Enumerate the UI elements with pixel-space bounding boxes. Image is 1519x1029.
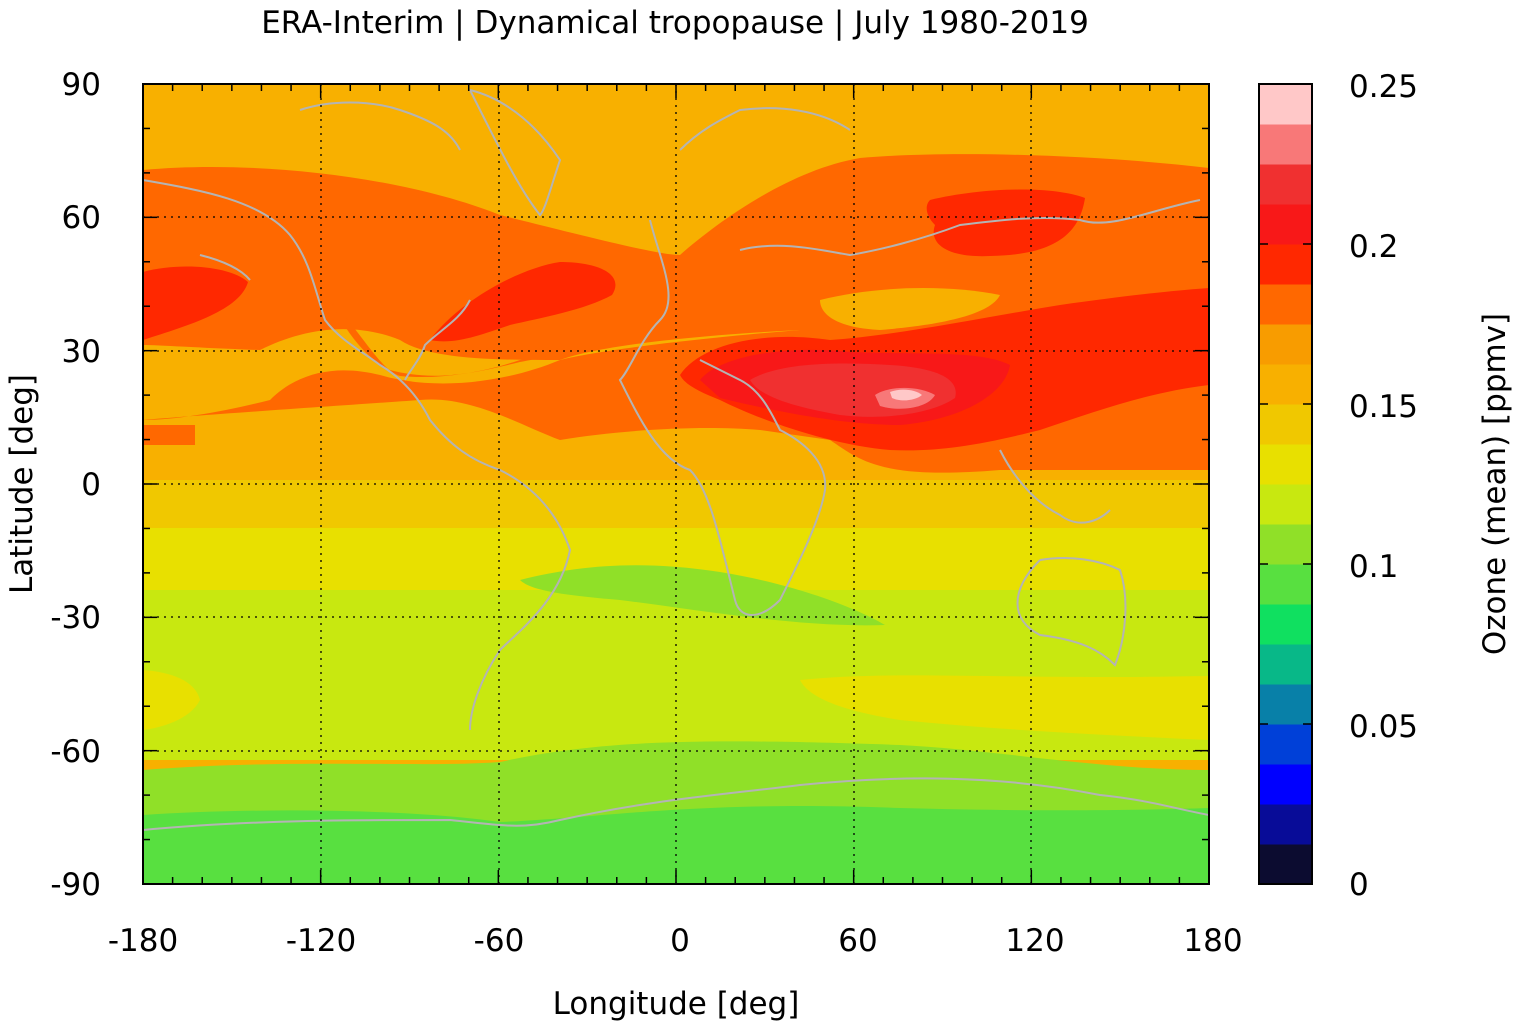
x-tick-label: 120 [1005, 923, 1064, 959]
max-siberia [926, 189, 1085, 257]
band-south-transition [143, 543, 1209, 590]
colorbar-swatch [1259, 244, 1312, 285]
colorbar-swatch [1259, 764, 1312, 805]
colorbar-swatch [1259, 284, 1312, 325]
x-axis: -180 -120 -60 0 60 120 180 Longitude [de… [108, 923, 1243, 1022]
colorbar-frame [1258, 83, 1313, 885]
x-tick-label: 60 [838, 923, 877, 959]
x-tick-label: -60 [474, 923, 525, 959]
colorbar-tick-label: 0.25 [1349, 69, 1418, 105]
y-axis: 90 60 30 0 -30 -60 -90 Latitude [deg] [4, 67, 101, 903]
colorbar-swatch [1259, 684, 1312, 725]
colorbar-label: Ozone (mean) [ppmv] [1477, 313, 1513, 655]
colorbar-axis: 0.25 0.2 0.15 0.1 0.05 0 Ozone (mean) [p… [1349, 69, 1513, 903]
patch-south-pacific [143, 670, 200, 730]
colorbar-swatch [1259, 604, 1312, 645]
axis-ticks [142, 83, 1210, 885]
colorbar-swatch [1259, 84, 1312, 125]
y-tick-label: 60 [62, 200, 101, 236]
max-north-atlantic [430, 262, 616, 342]
colorbar-swatch [1259, 444, 1312, 485]
band-antarctic-inner [143, 805, 1209, 884]
x-tick-label: -120 [286, 923, 356, 959]
colorbar-swatch [1259, 164, 1312, 205]
colorbar-swatch [1259, 124, 1312, 165]
colorbar-ticks [1259, 83, 1312, 885]
colorbar-swatch [1259, 364, 1312, 405]
patch-central-asia [820, 288, 1000, 330]
colorbar-tick-label: 0 [1349, 867, 1369, 903]
y-tick-label: -90 [50, 867, 101, 903]
colorbar-swatch [1259, 524, 1312, 565]
colorbar-tick-label: 0.15 [1349, 389, 1418, 425]
colorbar-tick-label: 0.2 [1349, 229, 1398, 265]
y-tick-label: 90 [62, 67, 101, 103]
max-monsoon-peak [890, 389, 922, 401]
colorbar-swatch [1259, 724, 1312, 765]
grid [143, 84, 1209, 884]
chart-title: ERA-Interim | Dynamical tropopause | Jul… [261, 5, 1089, 41]
colorbar-swatch [1259, 644, 1312, 685]
y-tick-label: -60 [50, 734, 101, 770]
max-north-pacific [143, 266, 248, 340]
patch-south-atlantic [520, 565, 885, 626]
x-tick-label: -180 [108, 923, 178, 959]
patch-pacific-tropics [143, 425, 195, 445]
colorbar-swatch [1259, 804, 1312, 845]
colorbar [1259, 84, 1312, 885]
colorbar-swatch [1259, 404, 1312, 445]
colorbar-swatch [1259, 844, 1312, 885]
colorbar-swatch [1259, 324, 1312, 365]
x-axis-label: Longitude [deg] [553, 986, 800, 1022]
patch-south-indian [800, 675, 1209, 740]
colorbar-swatch [1259, 484, 1312, 525]
y-axis-label: Latitude [deg] [4, 374, 40, 594]
x-tick-label: 0 [670, 923, 690, 959]
coastlines [142, 89, 1210, 831]
x-tick-label: 180 [1183, 923, 1242, 959]
y-tick-label: 30 [62, 334, 101, 370]
colorbar-tick-label: 0.05 [1349, 709, 1418, 745]
y-tick-label: -30 [50, 600, 101, 636]
colorbar-swatch [1259, 204, 1312, 245]
colorbar-tick-label: 0.1 [1349, 549, 1398, 585]
colorbar-swatch [1259, 564, 1312, 605]
y-tick-label: 0 [81, 467, 101, 503]
